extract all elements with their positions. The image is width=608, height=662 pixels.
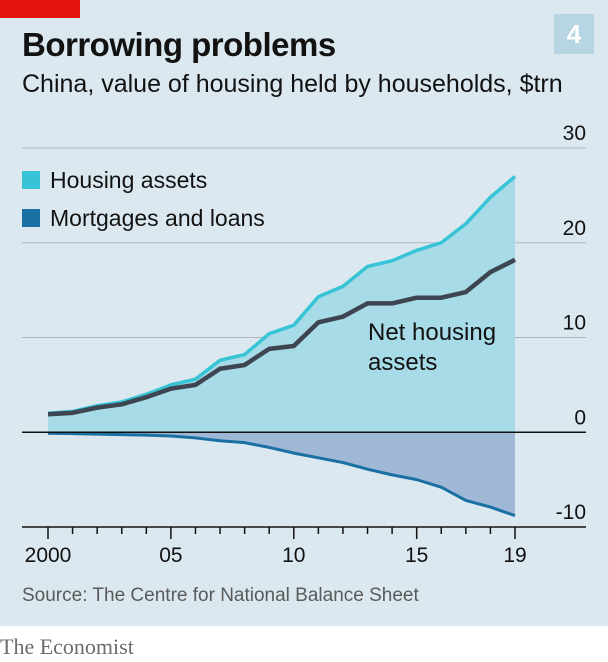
housing-assets-line	[47, 175, 517, 416]
y-tick-label: 20	[563, 217, 586, 240]
x-tick-label: 19	[503, 544, 526, 567]
mortgages-area	[48, 432, 515, 516]
y-tick-label: 10	[563, 312, 586, 335]
chart-number-badge: 4	[554, 14, 594, 54]
y-tick-label: 0	[574, 406, 586, 429]
chart-subtitle: China, value of housing held by househol…	[22, 70, 563, 98]
brand-red-tag	[0, 0, 80, 18]
area-layer	[48, 176, 515, 516]
legend: Housing assets Mortgages and loans	[22, 167, 265, 231]
x-tick-label: 10	[282, 544, 305, 567]
legend-swatch	[22, 171, 40, 189]
housing-assets-area	[48, 176, 515, 433]
axis-layer: -10 0 10 20 30 2000 05 10 15 19	[22, 122, 586, 567]
mortgages-line	[47, 431, 516, 518]
legend-label: Housing assets	[50, 167, 207, 193]
chart-plot: -10 0 10 20 30 2000 05 10 15 19 Housing assets Mor…	[22, 122, 586, 567]
source-note: Source: The Centre for National Balance …	[22, 585, 419, 606]
x-tick-label: 15	[405, 544, 428, 567]
brand-logo: The Economist	[0, 634, 134, 659]
y-tick-label: 30	[563, 122, 586, 145]
annotation-net-housing-assets: assets	[368, 349, 437, 376]
annotation: Net housing assets	[368, 319, 496, 376]
legend-label: Mortgages and loans	[50, 205, 265, 231]
x-tick-label: 05	[159, 544, 182, 567]
y-tick-label: -10	[556, 501, 586, 524]
chart-title: Borrowing problems	[22, 26, 336, 63]
legend-swatch	[22, 209, 40, 227]
line-layer	[47, 175, 517, 518]
net-housing-assets-line	[47, 257, 517, 417]
x-tick-label: 2000	[25, 544, 72, 567]
annotation-net-housing-assets: Net housing	[368, 319, 496, 346]
